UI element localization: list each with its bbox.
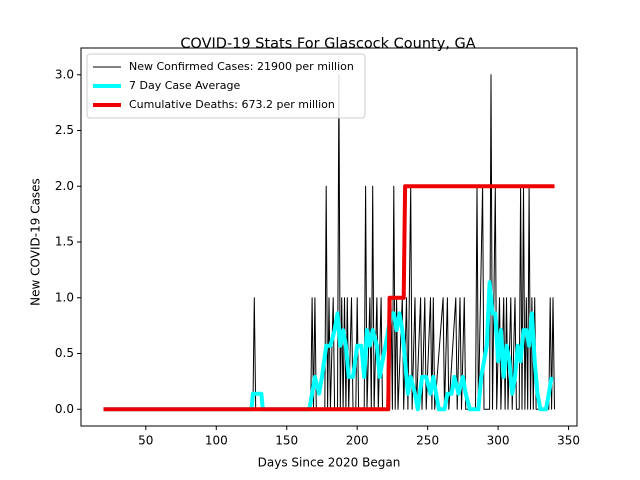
series-line (103, 74, 555, 410)
y-tick-label: 3.0 (55, 67, 74, 81)
x-tick-label: 350 (557, 434, 580, 448)
x-tick-label: 300 (487, 434, 510, 448)
legend-label: Cumulative Deaths: 673.2 per million (129, 98, 335, 111)
legend-label: 7 Day Case Average (129, 79, 241, 92)
x-axis-label: Days Since 2020 Began (258, 456, 401, 470)
chart-title: COVID-19 Stats For Glascock County, GA (180, 36, 475, 52)
series-line (103, 184, 555, 412)
x-tick-label: 200 (346, 434, 369, 448)
x-tick-label: 50 (138, 434, 153, 448)
x-tick-label: 250 (416, 434, 439, 448)
legend-label: New Confirmed Cases: 21900 per million (129, 60, 354, 73)
x-tick-label: 150 (275, 434, 298, 448)
y-tick-label: 2.5 (55, 123, 74, 137)
y-tick-label: 1.5 (55, 235, 74, 249)
legend-box (86, 53, 366, 119)
plot-frame (80, 47, 578, 427)
series-line (103, 280, 554, 412)
y-tick-label: 1.0 (55, 290, 74, 304)
y-tick-label: 2.0 (55, 179, 74, 193)
y-tick-label: 0.5 (55, 346, 74, 360)
x-tick-label: 100 (205, 434, 228, 448)
y-axis-label: New COVID-19 Cases (29, 178, 43, 306)
y-tick-label: 0.0 (55, 402, 74, 416)
